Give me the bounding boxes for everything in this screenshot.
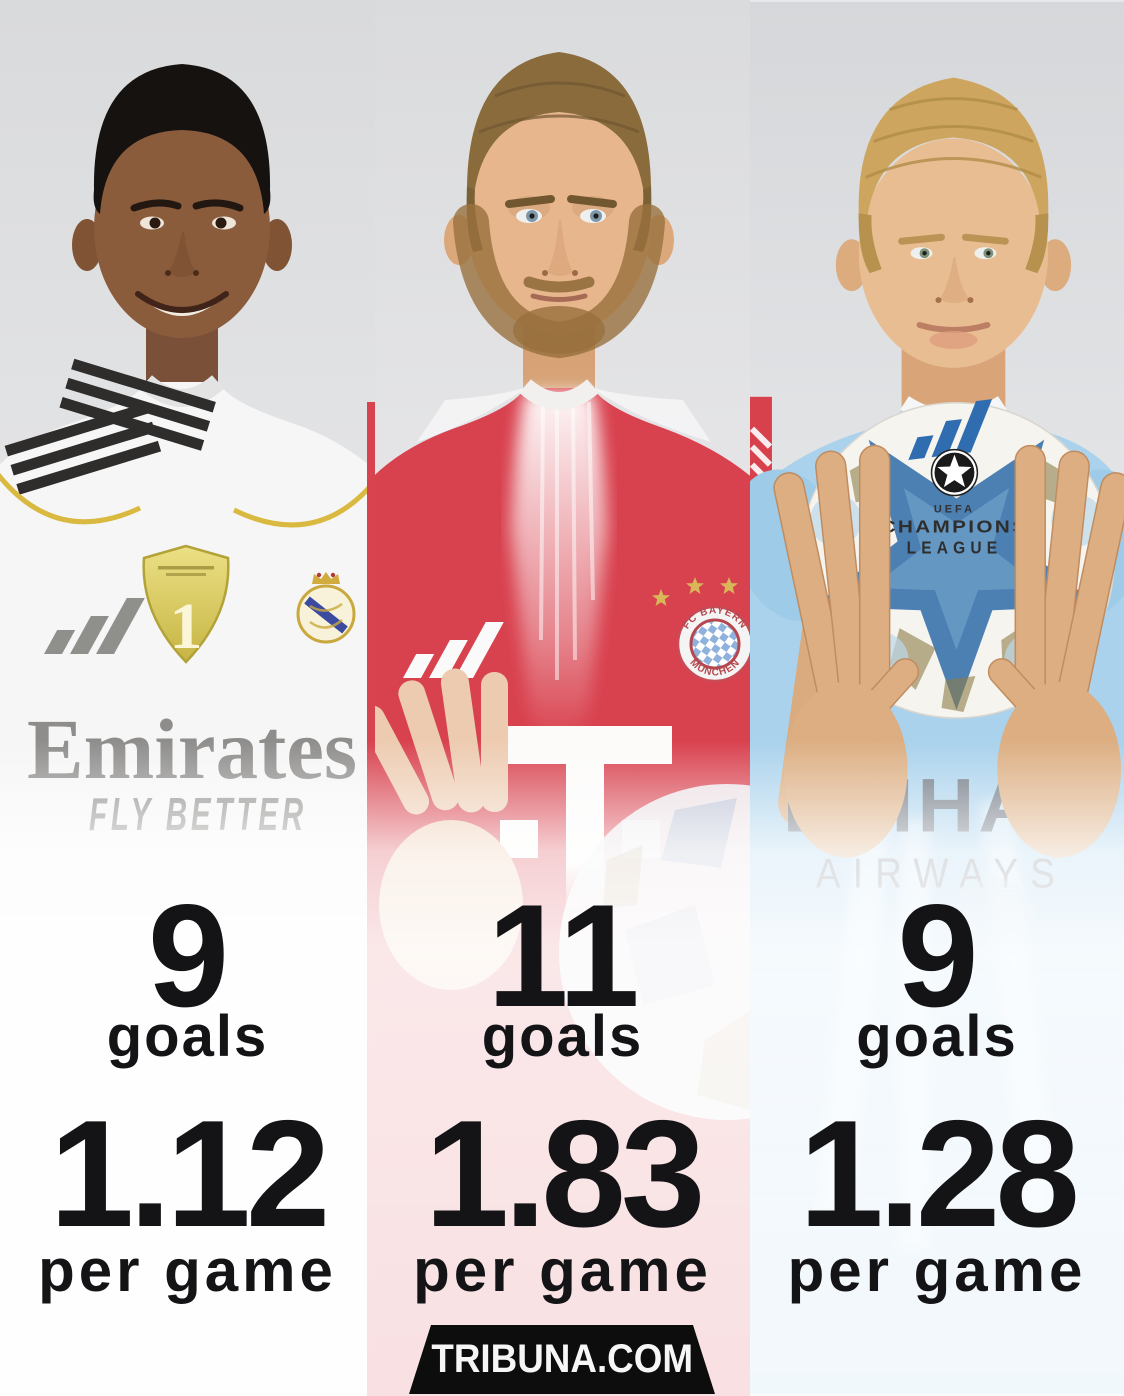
champions-text: CHAMPIONS [881, 516, 1029, 536]
uefa-text: UEFA [934, 503, 975, 515]
tribuna-brand-text: TRIBUNA.COM [431, 1337, 693, 1381]
city-crest-faded [951, 877, 1036, 962]
player-column-mbappe: 1 Emirates FLY BETTER 9 goals 1.12 [0, 0, 375, 1396]
player-photo-mbappe: 1 Emirates FLY BETTER [0, 0, 375, 1396]
bayern-jersey: FC BAYERN MÜNCHEN [375, 379, 750, 1396]
uefa-starball-logo [930, 448, 979, 497]
player-column-haaland: ETIHAD AIRWAYS [750, 0, 1124, 1396]
player-photo-haaland: ETIHAD AIRWAYS [750, 1, 1124, 1395]
fly-better-text: FLY BETTER [89, 788, 307, 840]
emirates-sponsor-text: Emirates [27, 701, 357, 797]
neighbor-photo-edge [367, 402, 375, 1396]
player-photo-kane: FC BAYERN MÜNCHEN [375, 0, 750, 1396]
tribuna-badge: TRIBUNA.COM [409, 1325, 715, 1394]
badge-number: 1 [170, 590, 203, 663]
player-column-kane: FC BAYERN MÜNCHEN [375, 0, 750, 1396]
league-text: LEAGUE [907, 537, 1003, 557]
real-madrid-jersey: 1 Emirates FLY BETTER [0, 358, 375, 1396]
